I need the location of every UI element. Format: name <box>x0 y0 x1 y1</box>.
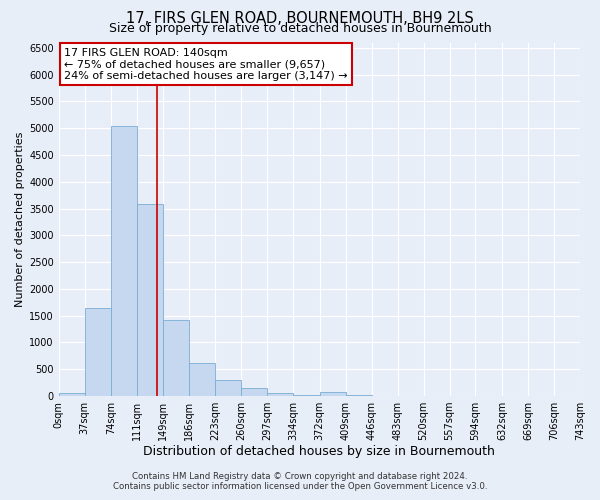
Bar <box>241 388 267 396</box>
Text: Contains HM Land Registry data © Crown copyright and database right 2024.
Contai: Contains HM Land Registry data © Crown c… <box>113 472 487 491</box>
Bar <box>85 308 110 396</box>
Bar <box>320 392 346 396</box>
Text: 17 FIRS GLEN ROAD: 140sqm
← 75% of detached houses are smaller (9,657)
24% of se: 17 FIRS GLEN ROAD: 140sqm ← 75% of detac… <box>64 48 347 81</box>
Y-axis label: Number of detached properties: Number of detached properties <box>15 132 25 307</box>
Bar <box>110 126 137 396</box>
Bar <box>163 320 189 396</box>
Bar <box>59 394 85 396</box>
Text: 17, FIRS GLEN ROAD, BOURNEMOUTH, BH9 2LS: 17, FIRS GLEN ROAD, BOURNEMOUTH, BH9 2LS <box>126 11 474 26</box>
Bar <box>267 393 293 396</box>
Text: Size of property relative to detached houses in Bournemouth: Size of property relative to detached ho… <box>109 22 491 35</box>
X-axis label: Distribution of detached houses by size in Bournemouth: Distribution of detached houses by size … <box>143 444 496 458</box>
Bar <box>189 364 215 396</box>
Bar <box>215 380 241 396</box>
Bar <box>137 204 163 396</box>
